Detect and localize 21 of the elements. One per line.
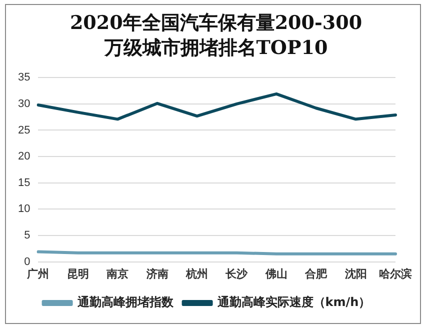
x-tick-label: 长沙 [224, 267, 249, 280]
y-tick-label: 20 [18, 150, 30, 163]
x-tick-label: 佛山 [264, 267, 288, 280]
x-tick-label: 昆明 [66, 268, 89, 280]
chart-title: 2020年全国汽车保有量200-300万级城市拥堵排名TOP10 [68, 11, 364, 61]
x-tick-label: 南京 [106, 267, 129, 280]
y-tick-label: 15 [18, 176, 30, 189]
y-tick-label: 25 [18, 124, 30, 136]
x-tick-label: 哈尔滨 [379, 267, 412, 280]
x-tick-label: 沈阳 [344, 267, 367, 280]
x-tick-label: 济南 [145, 267, 168, 280]
y-tick-label: 0 [24, 256, 30, 268]
legend-label: 通勤高峰拥堵指数 [76, 295, 174, 310]
legend-label: 通勤高峰实际速度（km/h） [216, 295, 371, 310]
y-tick-label: 5 [24, 230, 30, 242]
y-tick-label: 30 [18, 98, 30, 110]
x-tick-label: 杭州 [185, 267, 208, 280]
x-tick-label: 广州 [26, 267, 50, 280]
y-tick-label: 35 [18, 72, 30, 84]
x-tick-label: 合肥 [304, 267, 328, 280]
y-tick-label: 10 [18, 203, 30, 216]
